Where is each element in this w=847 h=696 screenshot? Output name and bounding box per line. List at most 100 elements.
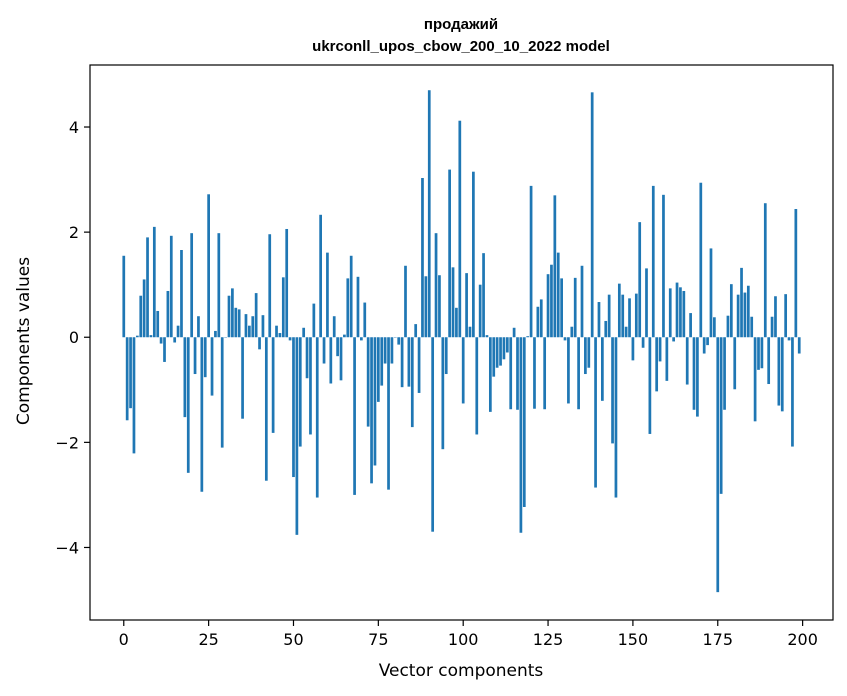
bar — [200, 337, 204, 492]
bar — [329, 337, 333, 384]
bar — [668, 288, 672, 338]
bar — [478, 284, 482, 338]
bar — [529, 185, 533, 338]
bar — [275, 325, 278, 338]
bar — [624, 326, 628, 338]
bar — [397, 337, 401, 345]
bar — [740, 267, 743, 338]
bar — [665, 337, 669, 381]
bar — [217, 233, 221, 338]
bar — [183, 337, 187, 418]
bar — [611, 337, 614, 444]
bar — [509, 337, 513, 410]
bar — [743, 292, 747, 338]
bar — [122, 255, 126, 338]
bar — [190, 233, 194, 338]
y-tick-label: −4 — [55, 538, 79, 557]
bar — [424, 276, 428, 338]
bar — [746, 285, 750, 338]
bar — [719, 337, 723, 494]
bar — [709, 248, 713, 338]
bar — [156, 310, 160, 338]
bar — [451, 267, 455, 338]
bar — [241, 337, 244, 419]
bar — [499, 337, 502, 366]
bar — [129, 337, 132, 409]
bar — [237, 309, 241, 338]
bar — [264, 337, 268, 481]
bar — [468, 326, 472, 338]
bar — [346, 278, 350, 338]
bar — [723, 337, 726, 410]
bar — [302, 327, 306, 338]
bar — [682, 290, 686, 338]
bar — [458, 120, 462, 338]
bar — [689, 313, 692, 338]
bar — [298, 337, 302, 447]
bar — [149, 335, 153, 338]
bar — [366, 337, 370, 427]
bar — [787, 337, 791, 341]
bar — [760, 337, 764, 369]
bar — [370, 337, 373, 484]
bar — [305, 337, 309, 379]
chart-title-line2: ukrconll_upos_cbow_200_10_2022 model — [312, 38, 610, 55]
x-tick-label: 100 — [448, 630, 479, 649]
bar — [322, 337, 326, 364]
bar — [465, 273, 468, 338]
x-tick-label: 125 — [533, 630, 564, 649]
bar — [400, 337, 404, 388]
bar — [166, 290, 170, 338]
y-axis-ticks: −4 −2 0 2 4 — [55, 118, 90, 557]
bar — [505, 337, 509, 353]
bar — [696, 337, 699, 417]
bar — [767, 337, 771, 385]
bar — [254, 293, 258, 338]
bar — [414, 324, 418, 338]
bar — [692, 337, 696, 410]
bar — [485, 335, 489, 338]
bar — [617, 283, 621, 338]
bar — [139, 295, 143, 338]
bar — [410, 337, 414, 428]
x-axis-ticks: 0 25 50 75 100 125 150 175 200 — [119, 620, 818, 649]
bar — [146, 237, 149, 338]
bar — [261, 315, 265, 338]
bar — [455, 307, 458, 338]
bar — [343, 334, 346, 338]
bar — [421, 178, 424, 338]
bar — [376, 337, 380, 402]
x-tick-label: 175 — [702, 630, 733, 649]
bar — [326, 252, 329, 338]
bar — [533, 337, 536, 409]
bar — [526, 336, 530, 338]
x-tick-label: 50 — [283, 630, 303, 649]
bar — [363, 302, 367, 338]
bar — [472, 171, 475, 338]
bar — [268, 234, 272, 338]
bar — [488, 337, 492, 412]
bar — [373, 337, 377, 466]
bar — [135, 335, 139, 338]
bar — [159, 337, 163, 344]
bar — [407, 337, 411, 387]
bar — [706, 337, 709, 346]
bar — [563, 337, 567, 341]
bar — [387, 337, 390, 490]
chart-title-line1: продажий — [424, 16, 498, 33]
bar — [332, 316, 336, 338]
bar — [679, 287, 682, 338]
bar — [431, 337, 435, 532]
bar — [258, 337, 261, 350]
bar — [441, 337, 445, 450]
plot-frame — [89, 64, 834, 621]
bar — [763, 203, 767, 338]
bar — [601, 337, 604, 401]
x-tick-label: 0 — [119, 630, 129, 649]
bar — [658, 337, 662, 362]
bar — [360, 337, 363, 341]
bar — [791, 337, 794, 447]
bar — [251, 316, 255, 338]
bar — [173, 337, 177, 343]
